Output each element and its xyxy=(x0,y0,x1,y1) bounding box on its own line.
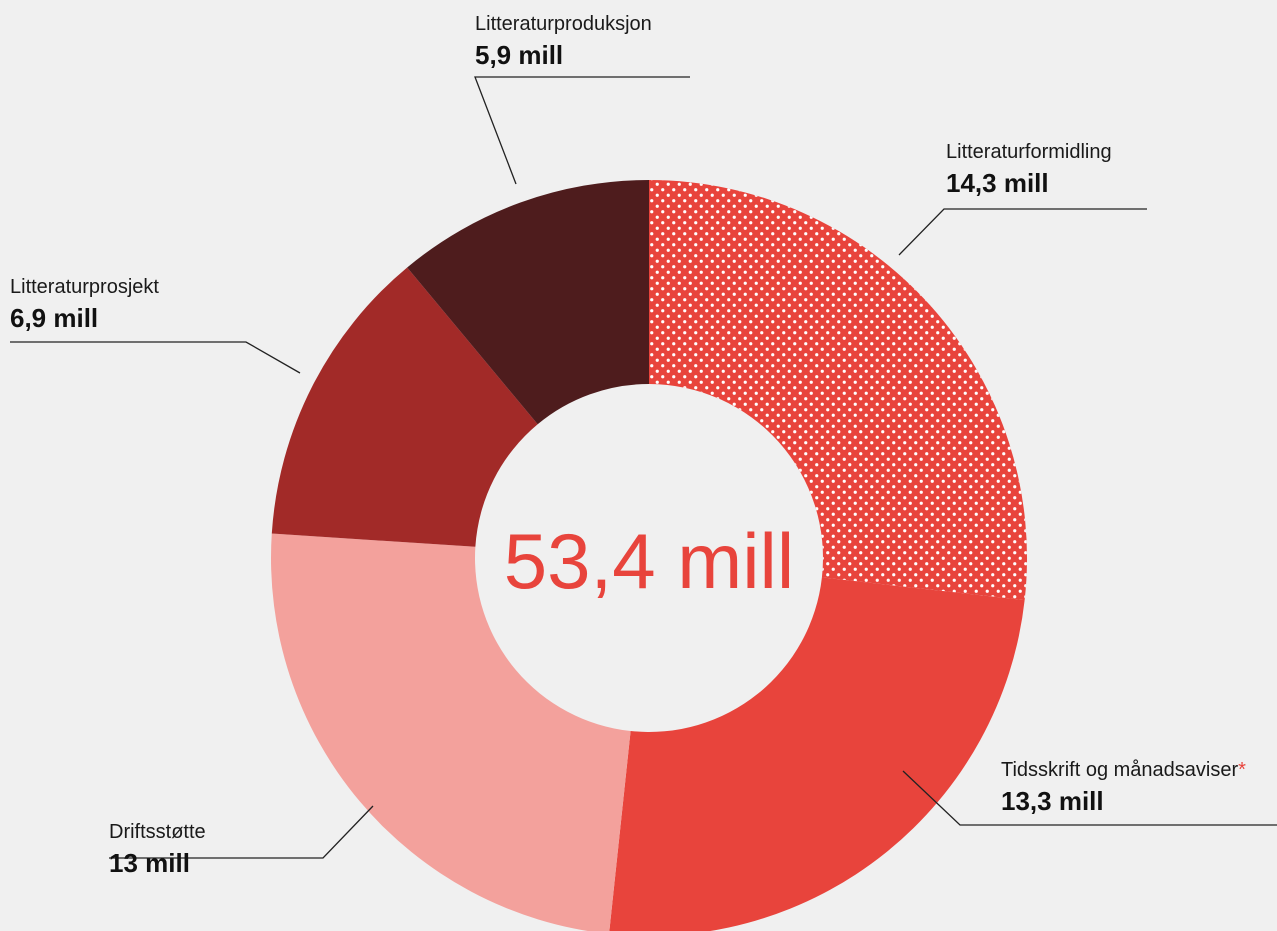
slice-label-litteraturprosjekt: Litteraturprosjekt xyxy=(10,276,159,298)
slice-value-litteraturformidling: 14,3 mill xyxy=(946,168,1049,198)
slice-driftsst-tte xyxy=(271,533,631,931)
slice-value-tidsskrift-og-m-nadsaviser: 13,3 mill xyxy=(1001,786,1104,816)
center-total-label: 53,4 mill xyxy=(504,517,794,605)
leader-line-tidsskrift-og-m-nadsaviser xyxy=(902,770,1277,826)
slice-value-driftsst-tte: 13 mill xyxy=(109,848,190,878)
leader-line-litteraturproduksjon xyxy=(474,76,690,185)
slice-tidsskrift-og-m-nadsaviser xyxy=(609,577,1025,931)
leader-line-litteraturformidling xyxy=(898,208,1147,256)
slice-value-litteraturprosjekt: 6,9 mill xyxy=(10,303,98,333)
leader-line-litteraturprosjekt xyxy=(10,341,301,374)
slice-label-litteraturformidling: Litteraturformidling xyxy=(946,141,1112,163)
slice-label-litteraturproduksjon: Litteraturproduksjon xyxy=(475,13,652,35)
slice-litteraturproduksjon xyxy=(407,180,649,425)
slice-litteraturprosjekt xyxy=(271,267,538,547)
footnote-asterisk: * xyxy=(1238,759,1246,781)
slice-litteraturformidling-dot-pattern xyxy=(649,180,1027,601)
slice-label-tidsskrift-og-m-nadsaviser: Tidsskrift og månadsaviser* xyxy=(1001,759,1246,781)
leader-line-driftsst-tte xyxy=(109,805,374,859)
slice-label-driftsst-tte: Driftsstøtte xyxy=(109,821,206,843)
slice-value-litteraturproduksjon: 5,9 mill xyxy=(475,40,563,70)
